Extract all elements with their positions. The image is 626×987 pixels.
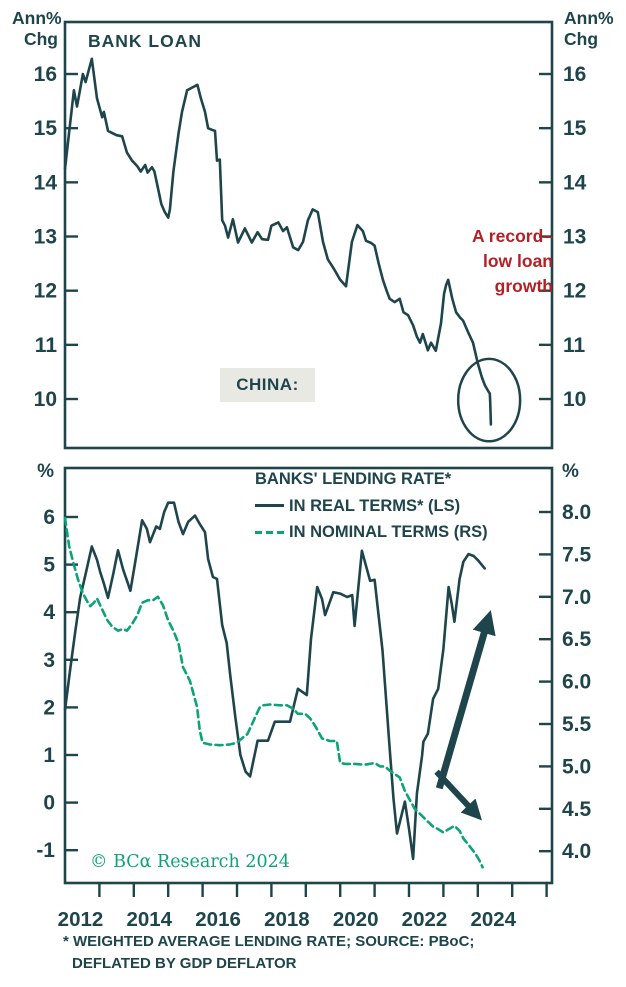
footnote: * WEIGHTED AVERAGE LENDING RATE; SOURCE:… [63,931,474,975]
x-axis-year-label: 2024 [470,908,516,931]
series-line-bank-loan [63,57,493,426]
x-axis-year-label: 2016 [195,908,241,931]
solid-line-swatch-icon [255,504,284,508]
y-tick-label-left: 4 [43,601,55,624]
y-tick-label-right: 16 [563,63,586,86]
footnote-line1: * WEIGHTED AVERAGE LENDING RATE; SOURCE:… [63,933,475,950]
panel-top-frame [63,20,554,450]
y-axis-unit-bottom-right: % [562,461,579,482]
y-axis-unit-top-right: Ann% Chg [564,8,618,50]
dashed-line-swatch-icon [255,530,284,534]
y-tick-label-right: 4.5 [562,798,592,821]
y-tick-label-left: 10 [34,388,57,411]
legend: BANKS' LENDING RATE* IN REAL TERMS* (LS)… [255,466,488,546]
y-tick-label-right: 14 [563,171,587,194]
y-axis-unit-bottom-left: % [37,461,54,482]
y-axis-unit-line2: Chg [564,29,599,49]
panel-top-title: BANK LOAN [88,31,202,51]
y-tick-label-right: 4.0 [562,840,591,863]
x-axis-year-label: 2018 [264,908,310,931]
y-tick-label-left: 12 [34,280,57,303]
y-tick-label-right: 15 [563,117,587,140]
y-tick-label-right: 5.5 [562,713,592,736]
x-axis-year-label: 2014 [126,908,172,931]
legend-item-nominal-label: IN NOMINAL TERMS (RS) [289,523,488,541]
footnote-line2: DEFLATED BY GDP DEFLATOR [72,955,297,972]
y-tick-label-left: 14 [34,171,58,194]
legend-item-real: IN REAL TERMS* (LS) [255,493,488,520]
y-tick-label-left: 16 [34,63,57,86]
y-tick-label-left: 13 [34,226,57,249]
y-axis-unit-line1: Ann% [564,8,614,28]
y-tick-label-right: 7.0 [562,586,591,609]
country-badge: CHINA: [220,368,315,402]
y-tick-label-right: 10 [563,388,586,411]
record-low-annotation-line3: growth [494,276,553,296]
y-tick-label-right: 5.0 [562,755,591,778]
x-axis-year-label: 2022 [402,908,448,931]
y-tick-label-right: 13 [563,226,586,249]
y-tick-label-left: 11 [35,334,58,357]
record-low-annotation: A record– low loan growth [423,224,553,299]
y-tick-label-left: 6 [43,506,55,529]
y-tick-label-right: 7.5 [562,543,592,566]
y-tick-label-left: 15 [34,117,58,140]
copyright-notice: © BCα Research 2024 [90,852,290,872]
legend-item-nominal: IN NOMINAL TERMS (RS) [255,519,488,546]
y-axis-unit-line1: Ann% [12,8,62,28]
y-tick-label-left: 1 [43,744,55,767]
record-low-annotation-line2: low loan [483,251,553,271]
trend-arrow-real-rate-rising [435,610,496,790]
y-axis-unit-top-left: Ann% Chg [12,8,62,50]
record-low-annotation-line1: A record– [471,226,553,246]
series-line-real-terms [63,501,486,861]
y-tick-label-right: 8.0 [562,501,591,524]
y-tick-label-left: 2 [43,696,55,719]
y-tick-label-left: 0 [43,792,55,815]
record-low-circle [456,357,522,443]
x-axis-year-label: 2020 [333,908,379,931]
x-axis-year-label: 2012 [58,908,104,931]
y-tick-label-left: 5 [43,554,55,577]
legend-item-real-label: IN REAL TERMS* (LS) [289,496,461,515]
trend-arrow-nominal-rate-falling [434,769,482,821]
y-tick-label-right: 6.5 [562,628,592,651]
y-tick-label-left: 3 [43,649,55,672]
panel-bottom-frame [63,466,554,885]
y-tick-label-right: 12 [563,280,586,303]
legend-title: BANKS' LENDING RATE* [255,470,452,488]
y-axis-unit-line2: Chg [23,29,58,49]
y-tick-label-left: -1 [36,839,55,862]
y-tick-label-right: 11 [563,334,586,357]
y-tick-label-right: 6.0 [562,671,591,694]
series-line-nominal-terms [63,516,484,869]
